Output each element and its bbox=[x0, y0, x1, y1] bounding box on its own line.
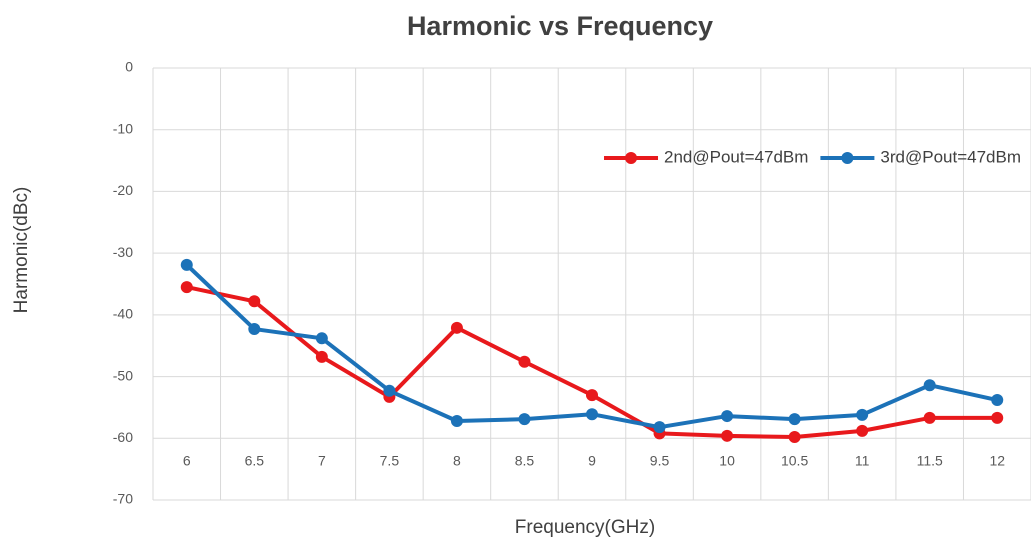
x-tick-label: 10 bbox=[719, 453, 735, 469]
y-tick-label: -30 bbox=[113, 244, 133, 260]
x-tick-label: 6.5 bbox=[245, 453, 265, 469]
data-point bbox=[586, 408, 598, 421]
y-tick-label: -40 bbox=[113, 306, 133, 322]
legend-marker bbox=[625, 152, 638, 164]
y-tick-label: -20 bbox=[113, 182, 133, 198]
x-tick-label: 6 bbox=[183, 453, 191, 469]
data-point bbox=[788, 413, 801, 426]
data-point bbox=[721, 429, 734, 442]
data-point bbox=[991, 411, 1004, 424]
y-tick-label: -70 bbox=[113, 491, 133, 507]
x-axis-title: Frequency(GHz) bbox=[515, 517, 655, 538]
legend-marker bbox=[841, 152, 854, 164]
y-tick-label: 0 bbox=[125, 59, 133, 75]
data-point bbox=[721, 410, 734, 423]
legend-label: 2nd@Pout=47dBm bbox=[664, 147, 808, 166]
data-point bbox=[450, 321, 463, 334]
x-tick-label: 10.5 bbox=[781, 453, 808, 469]
data-point bbox=[923, 411, 936, 424]
y-axis-title: Harmonic(dBc) bbox=[11, 187, 32, 314]
data-point bbox=[180, 281, 193, 294]
data-point bbox=[248, 323, 261, 336]
data-point bbox=[518, 355, 531, 368]
y-tick-label: -50 bbox=[113, 367, 133, 383]
data-point bbox=[518, 413, 531, 426]
data-point bbox=[653, 421, 666, 434]
x-tick-label: 11 bbox=[855, 453, 870, 469]
data-point bbox=[923, 379, 936, 392]
data-point bbox=[180, 258, 193, 271]
chart-title: Harmonic vs Frequency bbox=[407, 11, 713, 41]
y-tick-label: -60 bbox=[113, 429, 133, 445]
data-point bbox=[315, 350, 328, 363]
data-point bbox=[586, 389, 598, 402]
x-tick-label: 7.5 bbox=[380, 453, 400, 469]
x-tick-label: 11.5 bbox=[917, 453, 943, 469]
data-point bbox=[856, 424, 869, 437]
x-tick-label: 7 bbox=[318, 453, 326, 469]
data-point bbox=[788, 431, 801, 444]
data-point bbox=[991, 394, 1004, 407]
x-tick-label: 8 bbox=[453, 453, 461, 469]
legend-label: 3rd@Pout=47dBm bbox=[880, 147, 1021, 166]
x-tick-label: 9 bbox=[588, 453, 596, 469]
data-point bbox=[315, 332, 328, 345]
y-tick-label: -10 bbox=[113, 120, 133, 136]
data-point bbox=[450, 415, 463, 428]
data-point bbox=[248, 295, 261, 308]
x-tick-label: 9.5 bbox=[650, 453, 670, 469]
data-point bbox=[856, 408, 869, 421]
x-tick-label: 12 bbox=[989, 453, 1005, 469]
data-point bbox=[383, 384, 396, 397]
x-tick-label: 8.5 bbox=[515, 453, 535, 469]
